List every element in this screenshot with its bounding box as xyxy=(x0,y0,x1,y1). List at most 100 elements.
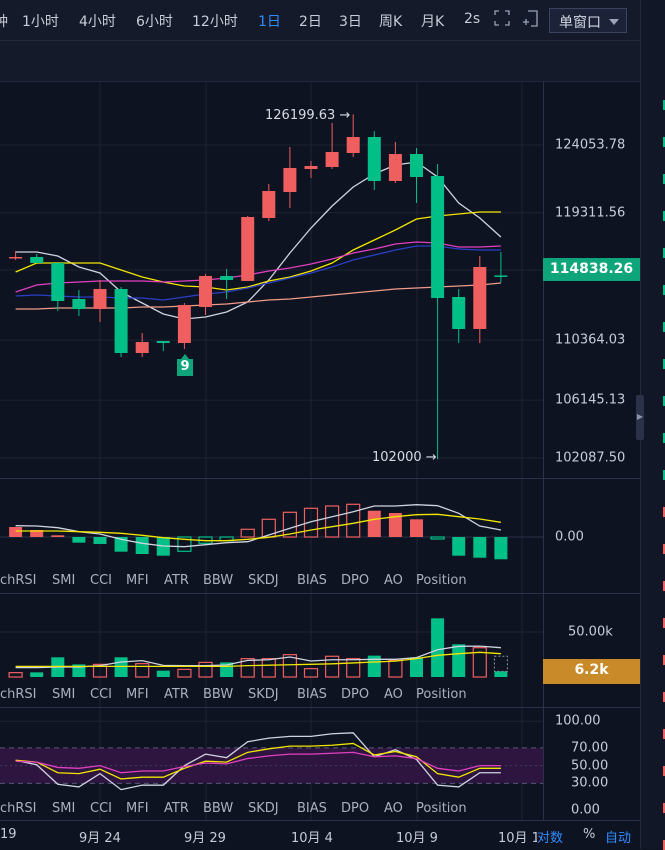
interval-week[interactable]: 周K xyxy=(379,14,403,30)
indicator-tab-dpo[interactable]: DPO xyxy=(341,801,370,816)
indicator-tab-mfi[interactable]: MFI xyxy=(126,687,149,702)
price-axis-label: 102087.50 xyxy=(555,450,626,466)
log-scale-button[interactable]: 对数 xyxy=(537,827,564,846)
indicator-tab-position[interactable]: Position xyxy=(416,801,467,816)
auto-scale-button[interactable]: 自动 xyxy=(605,831,632,846)
indicator-tab-ao[interactable]: AO xyxy=(384,801,403,816)
indicator-tab-skdj[interactable]: SKDJ xyxy=(248,687,279,702)
candle-body xyxy=(388,154,402,181)
volume-bar xyxy=(8,672,23,678)
indicator-tab-dpo[interactable]: DPO xyxy=(341,573,370,588)
panel-divider[interactable] xyxy=(0,478,640,479)
indicator-tab-chrsi[interactable]: chRSI xyxy=(0,573,37,588)
side-panel-value-mark xyxy=(663,618,665,628)
rsi-line-0 xyxy=(15,732,501,791)
indicator-tab-bbw[interactable]: BBW xyxy=(203,687,234,702)
macd-histogram-bar xyxy=(114,537,128,552)
indicator-tab-ao[interactable]: AO xyxy=(384,573,403,588)
side-panel-value-mark xyxy=(663,544,665,554)
volume-axis-label: 50.00k xyxy=(568,624,613,640)
macd-histogram-bar xyxy=(51,535,65,537)
macd-histogram-bar xyxy=(30,530,44,537)
price-axis-label: 106145.13 xyxy=(555,392,626,408)
interval-month[interactable]: 月K xyxy=(421,14,445,30)
macd-histogram-bar xyxy=(303,507,319,538)
indicator-tab-bbw[interactable]: BBW xyxy=(203,801,234,816)
indicator-tab-atr[interactable]: ATR xyxy=(164,687,189,702)
indicator-tab-atr[interactable]: ATR xyxy=(164,801,189,816)
td-sequential-badge: 9 xyxy=(177,354,193,376)
indicator-tab-smi[interactable]: SMI xyxy=(52,687,76,702)
volume-bar xyxy=(261,658,276,678)
volume-bar xyxy=(303,668,319,678)
layout-select[interactable]: 单窗口 xyxy=(549,8,627,33)
indicator-tab-skdj[interactable]: SKDJ xyxy=(248,573,279,588)
side-panel-value-mark xyxy=(663,655,665,665)
time-axis[interactable]: 19 9月 24 9月 29 10月 4 10月 9 10月 1 对数 % 自动 xyxy=(0,820,640,849)
indicator-tab-bias[interactable]: BIAS xyxy=(297,687,327,702)
candle-body xyxy=(51,262,65,301)
candle-body xyxy=(304,166,318,169)
macd-histogram-bar xyxy=(240,528,255,538)
percent-scale-button[interactable]: % xyxy=(583,827,596,842)
candle-body xyxy=(346,137,360,153)
indicator-tab-bias[interactable]: BIAS xyxy=(297,801,327,816)
volume-bar xyxy=(177,668,192,678)
current-volume-tag: 6.2k xyxy=(543,659,640,684)
indicator-tab-mfi[interactable]: MFI xyxy=(126,573,149,588)
indicator-tab-cci[interactable]: CCI xyxy=(90,687,112,702)
add-window-icon[interactable] xyxy=(522,10,538,32)
side-panel-value-mark xyxy=(663,766,665,776)
side-panel-value-mark xyxy=(663,803,665,813)
side-panel-value-mark xyxy=(663,729,665,739)
indicator-tabs: chRSI SMI CCI MFI ATR BBW SKDJ BIAS DPO AO Positio… xyxy=(0,571,543,591)
indicator-tab-smi[interactable]: SMI xyxy=(52,801,76,816)
interval-2s[interactable]: 2s xyxy=(464,11,481,27)
interval-3d[interactable]: 3日 xyxy=(339,14,362,30)
indicator-tab-position[interactable]: Position xyxy=(416,687,467,702)
indicator-tab-ao[interactable]: AO xyxy=(384,687,403,702)
interval-1d[interactable]: 1日 xyxy=(258,14,281,30)
interval-minutes[interactable]: 钟 xyxy=(0,14,8,30)
indicator-tab-smi[interactable]: SMI xyxy=(52,573,76,588)
indicator-tab-dpo[interactable]: DPO xyxy=(341,687,370,702)
side-panel-value-mark xyxy=(663,211,665,221)
macd-histogram-bar xyxy=(135,537,149,554)
indicator-tab-cci[interactable]: CCI xyxy=(90,573,112,588)
price-axis-label: 110364.03 xyxy=(555,332,626,348)
macd-histogram-bar xyxy=(367,510,381,537)
indicator-tab-chrsi[interactable]: chRSI xyxy=(0,687,37,702)
indicator-tabs: chRSI SMI CCI MFI ATR BBW SKDJ BIAS DPO AO Positio… xyxy=(0,685,543,705)
panel-divider[interactable] xyxy=(0,593,640,594)
side-panel-value-mark xyxy=(663,322,665,332)
date-label: 19 xyxy=(0,827,17,842)
interval-12h[interactable]: 12小时 xyxy=(192,14,238,30)
macd-histogram-bar xyxy=(93,537,107,544)
indicator-tab-skdj[interactable]: SKDJ xyxy=(248,801,279,816)
indicator-tab-mfi[interactable]: MFI xyxy=(126,801,149,816)
indicator-tab-bbw[interactable]: BBW xyxy=(203,573,234,588)
price-axis[interactable] xyxy=(543,82,640,820)
interval-4h[interactable]: 4小时 xyxy=(79,14,116,30)
price-axis-label: 124053.78 xyxy=(555,137,626,153)
macd-histogram-bar xyxy=(410,519,423,537)
indicator-tab-chrsi[interactable]: chRSI xyxy=(0,801,37,816)
moving-average-line-4 xyxy=(15,282,501,310)
indicator-tab-cci[interactable]: CCI xyxy=(90,801,112,816)
interval-6h[interactable]: 6小时 xyxy=(136,14,173,30)
panel-divider[interactable] xyxy=(0,707,640,708)
chart-subbar xyxy=(0,41,640,82)
interval-2d[interactable]: 2日 xyxy=(299,14,322,30)
side-panel-value-mark xyxy=(663,248,665,258)
macd-histogram-bar xyxy=(388,513,402,537)
indicator-tab-atr[interactable]: ATR xyxy=(164,573,189,588)
volume-bar xyxy=(325,655,340,678)
candle-body xyxy=(220,276,234,280)
collapse-panel-icon[interactable]: ▶ xyxy=(636,395,644,440)
chart-canvas[interactable] xyxy=(0,0,543,849)
indicator-tab-bias[interactable]: BIAS xyxy=(297,573,327,588)
interval-1h[interactable]: 1小时 xyxy=(22,14,59,30)
volume-bar xyxy=(30,672,44,677)
indicator-tab-position[interactable]: Position xyxy=(416,573,467,588)
fullscreen-icon[interactable] xyxy=(494,10,510,30)
